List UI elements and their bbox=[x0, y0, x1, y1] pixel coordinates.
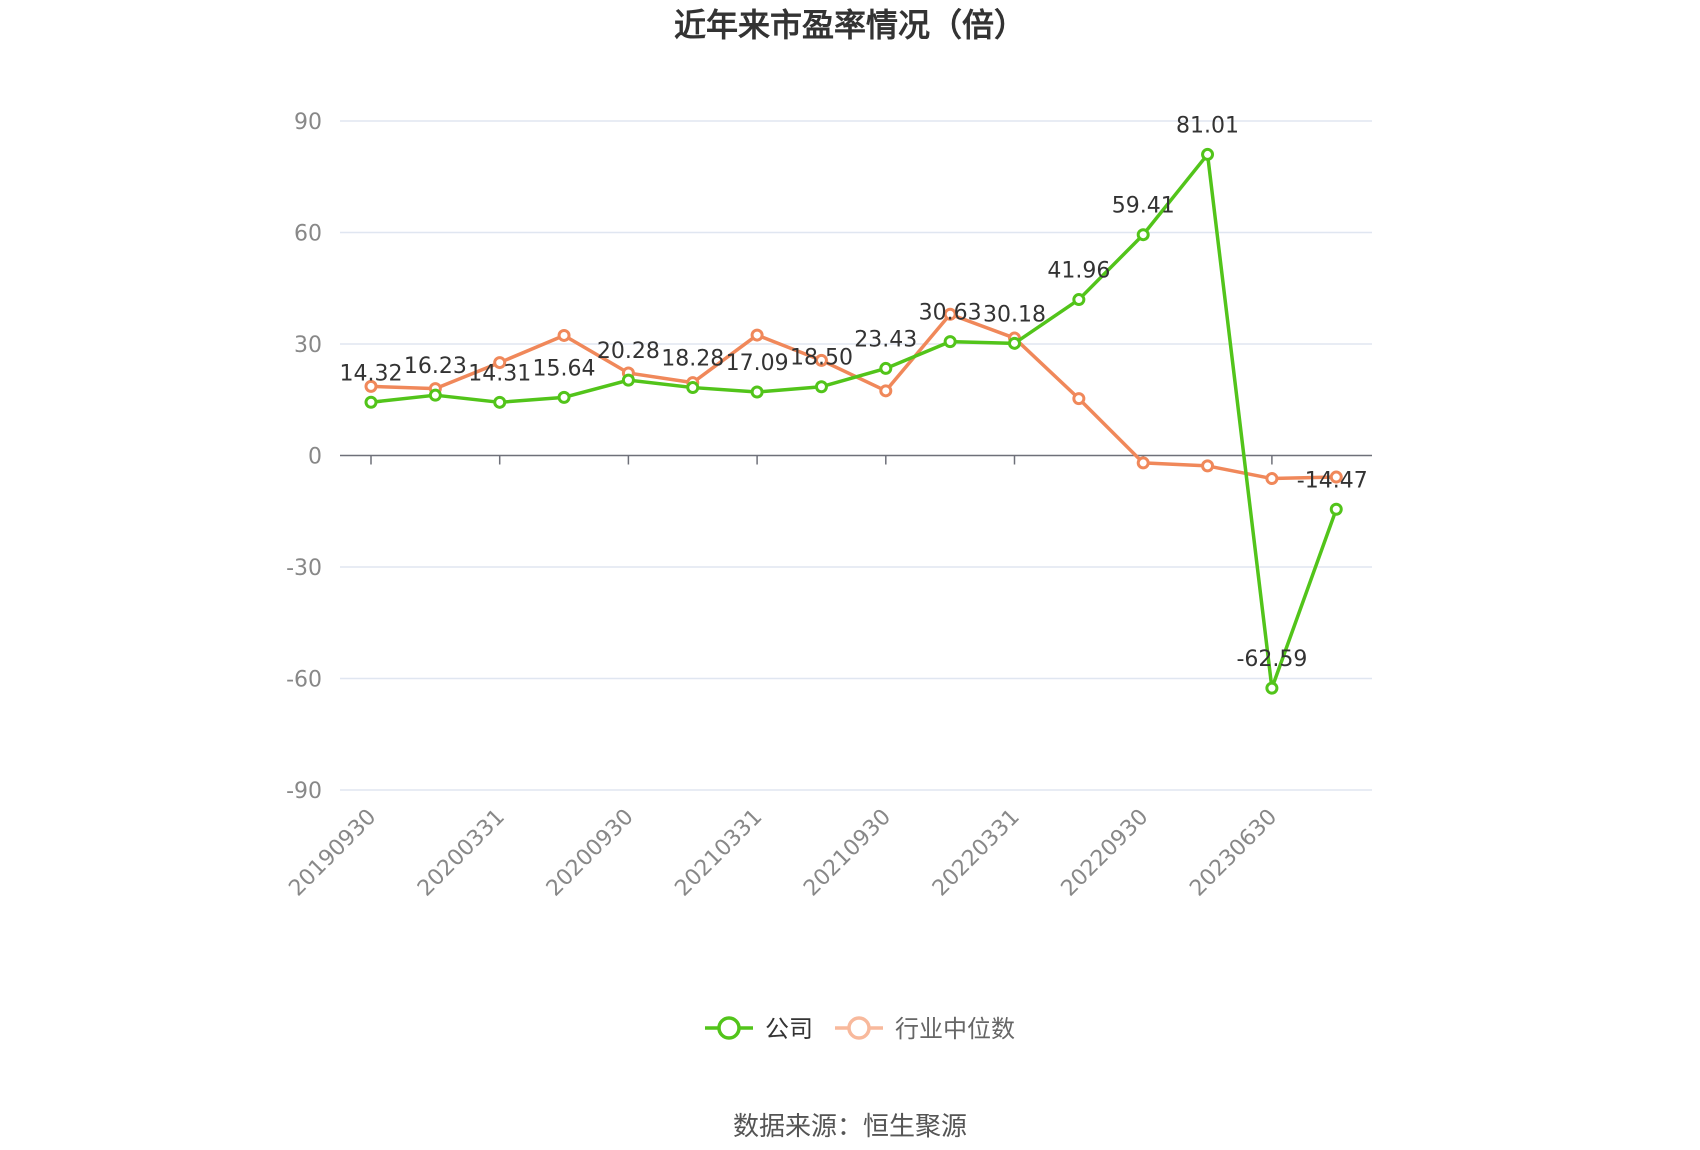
series-line bbox=[370, 312, 1337, 481]
data-point bbox=[943, 307, 957, 321]
x-tick-label: 20210930 bbox=[799, 805, 896, 902]
data-point bbox=[364, 395, 378, 409]
x-tick-label: 20230630 bbox=[1185, 805, 1282, 902]
x-tick-label: 20220331 bbox=[928, 805, 1025, 902]
data-label: 59.41 bbox=[1112, 194, 1175, 219]
y-tick-label: 0 bbox=[308, 445, 322, 470]
data-point bbox=[364, 379, 378, 393]
data-label: 18.28 bbox=[661, 347, 724, 372]
data-point bbox=[1329, 502, 1343, 516]
legend: 公司 行业中位数 bbox=[705, 1015, 1015, 1043]
data-label: 15.64 bbox=[533, 356, 596, 381]
data-point bbox=[879, 384, 893, 398]
x-tick-label: 20210331 bbox=[670, 805, 767, 902]
data-point bbox=[750, 328, 764, 342]
data-point bbox=[557, 328, 571, 342]
data-label: 30.63 bbox=[919, 301, 982, 326]
data-point bbox=[557, 390, 571, 404]
y-tick-label: 90 bbox=[294, 110, 322, 135]
data-point bbox=[686, 381, 700, 395]
data-point bbox=[428, 388, 442, 402]
data-point bbox=[1265, 472, 1279, 486]
data-point bbox=[1329, 470, 1343, 484]
data-point bbox=[1136, 228, 1150, 242]
data-label: 17.09 bbox=[726, 351, 789, 376]
data-label: -62.59 bbox=[1236, 647, 1307, 672]
data-point bbox=[750, 385, 764, 399]
x-tick-label: 20200930 bbox=[542, 805, 639, 902]
data-label: 16.23 bbox=[404, 354, 467, 379]
data-point bbox=[814, 380, 828, 394]
y-tick-label: -30 bbox=[286, 556, 322, 581]
data-label: 23.43 bbox=[854, 327, 917, 352]
grid-lines bbox=[340, 120, 1372, 791]
chart-title: 近年来市盈率情况（倍） bbox=[674, 6, 1026, 44]
data-label: 20.28 bbox=[597, 339, 660, 364]
legend-marker bbox=[717, 1016, 741, 1040]
data-point bbox=[493, 395, 507, 409]
y-axis-ticks: 90 60 30 0 -30 -60 -90 bbox=[286, 110, 322, 804]
data-label: 14.32 bbox=[340, 361, 403, 386]
legend-label: 公司 bbox=[765, 1015, 813, 1043]
data-point bbox=[1201, 459, 1215, 473]
legend-marker bbox=[847, 1016, 871, 1040]
data-label: 18.50 bbox=[790, 346, 853, 371]
data-point bbox=[1072, 293, 1086, 307]
data-point bbox=[1136, 456, 1150, 470]
series-line bbox=[370, 152, 1338, 690]
data-point bbox=[814, 353, 828, 367]
legend-label: 行业中位数 bbox=[895, 1015, 1015, 1043]
data-label: 14.31 bbox=[468, 361, 531, 386]
data-label: 30.18 bbox=[983, 302, 1046, 327]
x-tick-label: 20220930 bbox=[1057, 805, 1154, 902]
data-label: -14.47 bbox=[1297, 468, 1368, 493]
data-point bbox=[621, 373, 635, 387]
x-tick-label: 20190930 bbox=[284, 805, 381, 902]
x-axis bbox=[340, 454, 1372, 465]
data-label: 81.01 bbox=[1176, 113, 1239, 138]
data-label: 41.96 bbox=[1047, 259, 1110, 284]
data-point bbox=[943, 335, 957, 349]
y-tick-label: 30 bbox=[294, 333, 322, 358]
data-point bbox=[1201, 147, 1215, 161]
y-tick-label: 60 bbox=[294, 222, 322, 247]
data-point bbox=[493, 356, 507, 370]
data-point bbox=[1008, 336, 1021, 350]
x-tick-label: 20200331 bbox=[413, 805, 510, 902]
series-lines bbox=[364, 147, 1343, 695]
source-note: 数据来源：恒生聚源 bbox=[733, 1112, 967, 1142]
data-point bbox=[879, 361, 893, 375]
x-axis-ticks: 20190930 20200331 20200930 20210331 20210930… bbox=[284, 805, 1282, 902]
y-tick-label: -90 bbox=[286, 779, 322, 804]
y-tick-label: -60 bbox=[286, 668, 322, 693]
data-point bbox=[1265, 681, 1279, 695]
data-point bbox=[1072, 392, 1086, 406]
